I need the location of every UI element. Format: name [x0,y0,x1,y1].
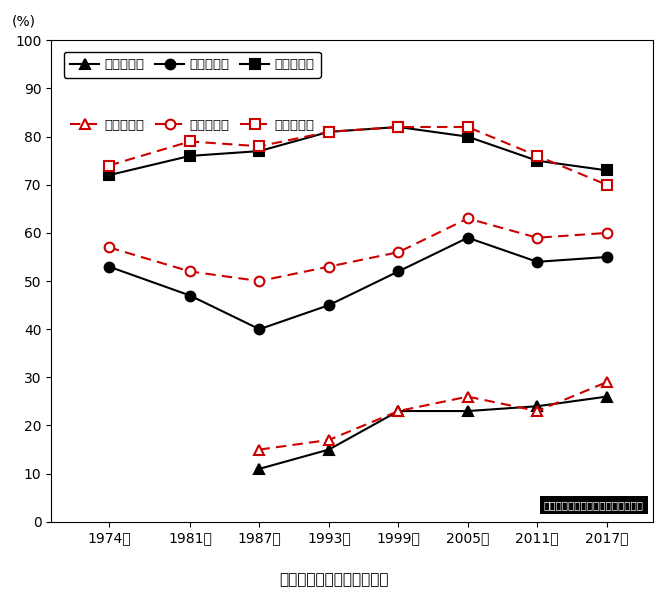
中学生女子 [603,379,611,386]
中学生女子 [394,408,402,415]
大学生男子 [603,167,611,174]
Line: 高校生男子: 高校生男子 [104,233,612,334]
Text: 図１　デート経験率の推移: 図１ デート経験率の推移 [279,572,389,587]
大学生男子 [394,123,402,130]
高校生男子 [394,268,402,275]
Line: 高校生女子: 高校生女子 [104,214,612,286]
中学生男子 [464,408,472,415]
大学生男子 [464,133,472,140]
中学生女子 [255,446,263,453]
大学生男子 [533,157,541,164]
大学生女子 [533,152,541,159]
大学生男子 [255,148,263,155]
中学生男子 [394,408,402,415]
大学生女子 [603,181,611,188]
Line: 中学生男子: 中学生男子 [255,392,612,474]
Line: 中学生女子: 中学生女子 [255,377,612,454]
Text: 無断転載を禁ずる　日本性教育協会: 無断転載を禁ずる 日本性教育協会 [544,500,644,510]
大学生女子 [394,123,402,130]
高校生男子 [255,326,263,333]
高校生女子 [533,234,541,241]
高校生女子 [394,248,402,255]
中学生男子 [325,446,333,453]
高校生男子 [603,254,611,261]
中学生女子 [464,393,472,400]
中学生男子 [603,393,611,400]
高校生男子 [464,234,472,241]
大学生男子 [105,172,113,179]
高校生女子 [325,263,333,270]
高校生女子 [603,230,611,237]
Text: (%): (%) [12,14,36,28]
中学生女子 [533,408,541,415]
高校生男子 [325,301,333,309]
大学生女子 [105,162,113,169]
中学生男子 [533,403,541,410]
大学生男子 [325,128,333,135]
高校生女子 [105,244,113,251]
Legend: 中学生女子, 高校生女子, 大学生女子: 中学生女子, 高校生女子, 大学生女子 [63,112,321,138]
大学生女子 [464,123,472,130]
Line: 大学生男子: 大学生男子 [104,122,612,180]
高校生女子 [255,277,263,284]
高校生女子 [186,268,194,275]
高校生男子 [533,258,541,266]
中学生男子 [255,466,263,473]
高校生男子 [186,292,194,299]
大学生女子 [255,143,263,150]
大学生男子 [186,152,194,159]
大学生女子 [325,128,333,135]
高校生女子 [464,215,472,222]
高校生男子 [105,263,113,270]
中学生女子 [325,437,333,444]
大学生女子 [186,138,194,145]
Line: 大学生女子: 大学生女子 [104,122,612,189]
